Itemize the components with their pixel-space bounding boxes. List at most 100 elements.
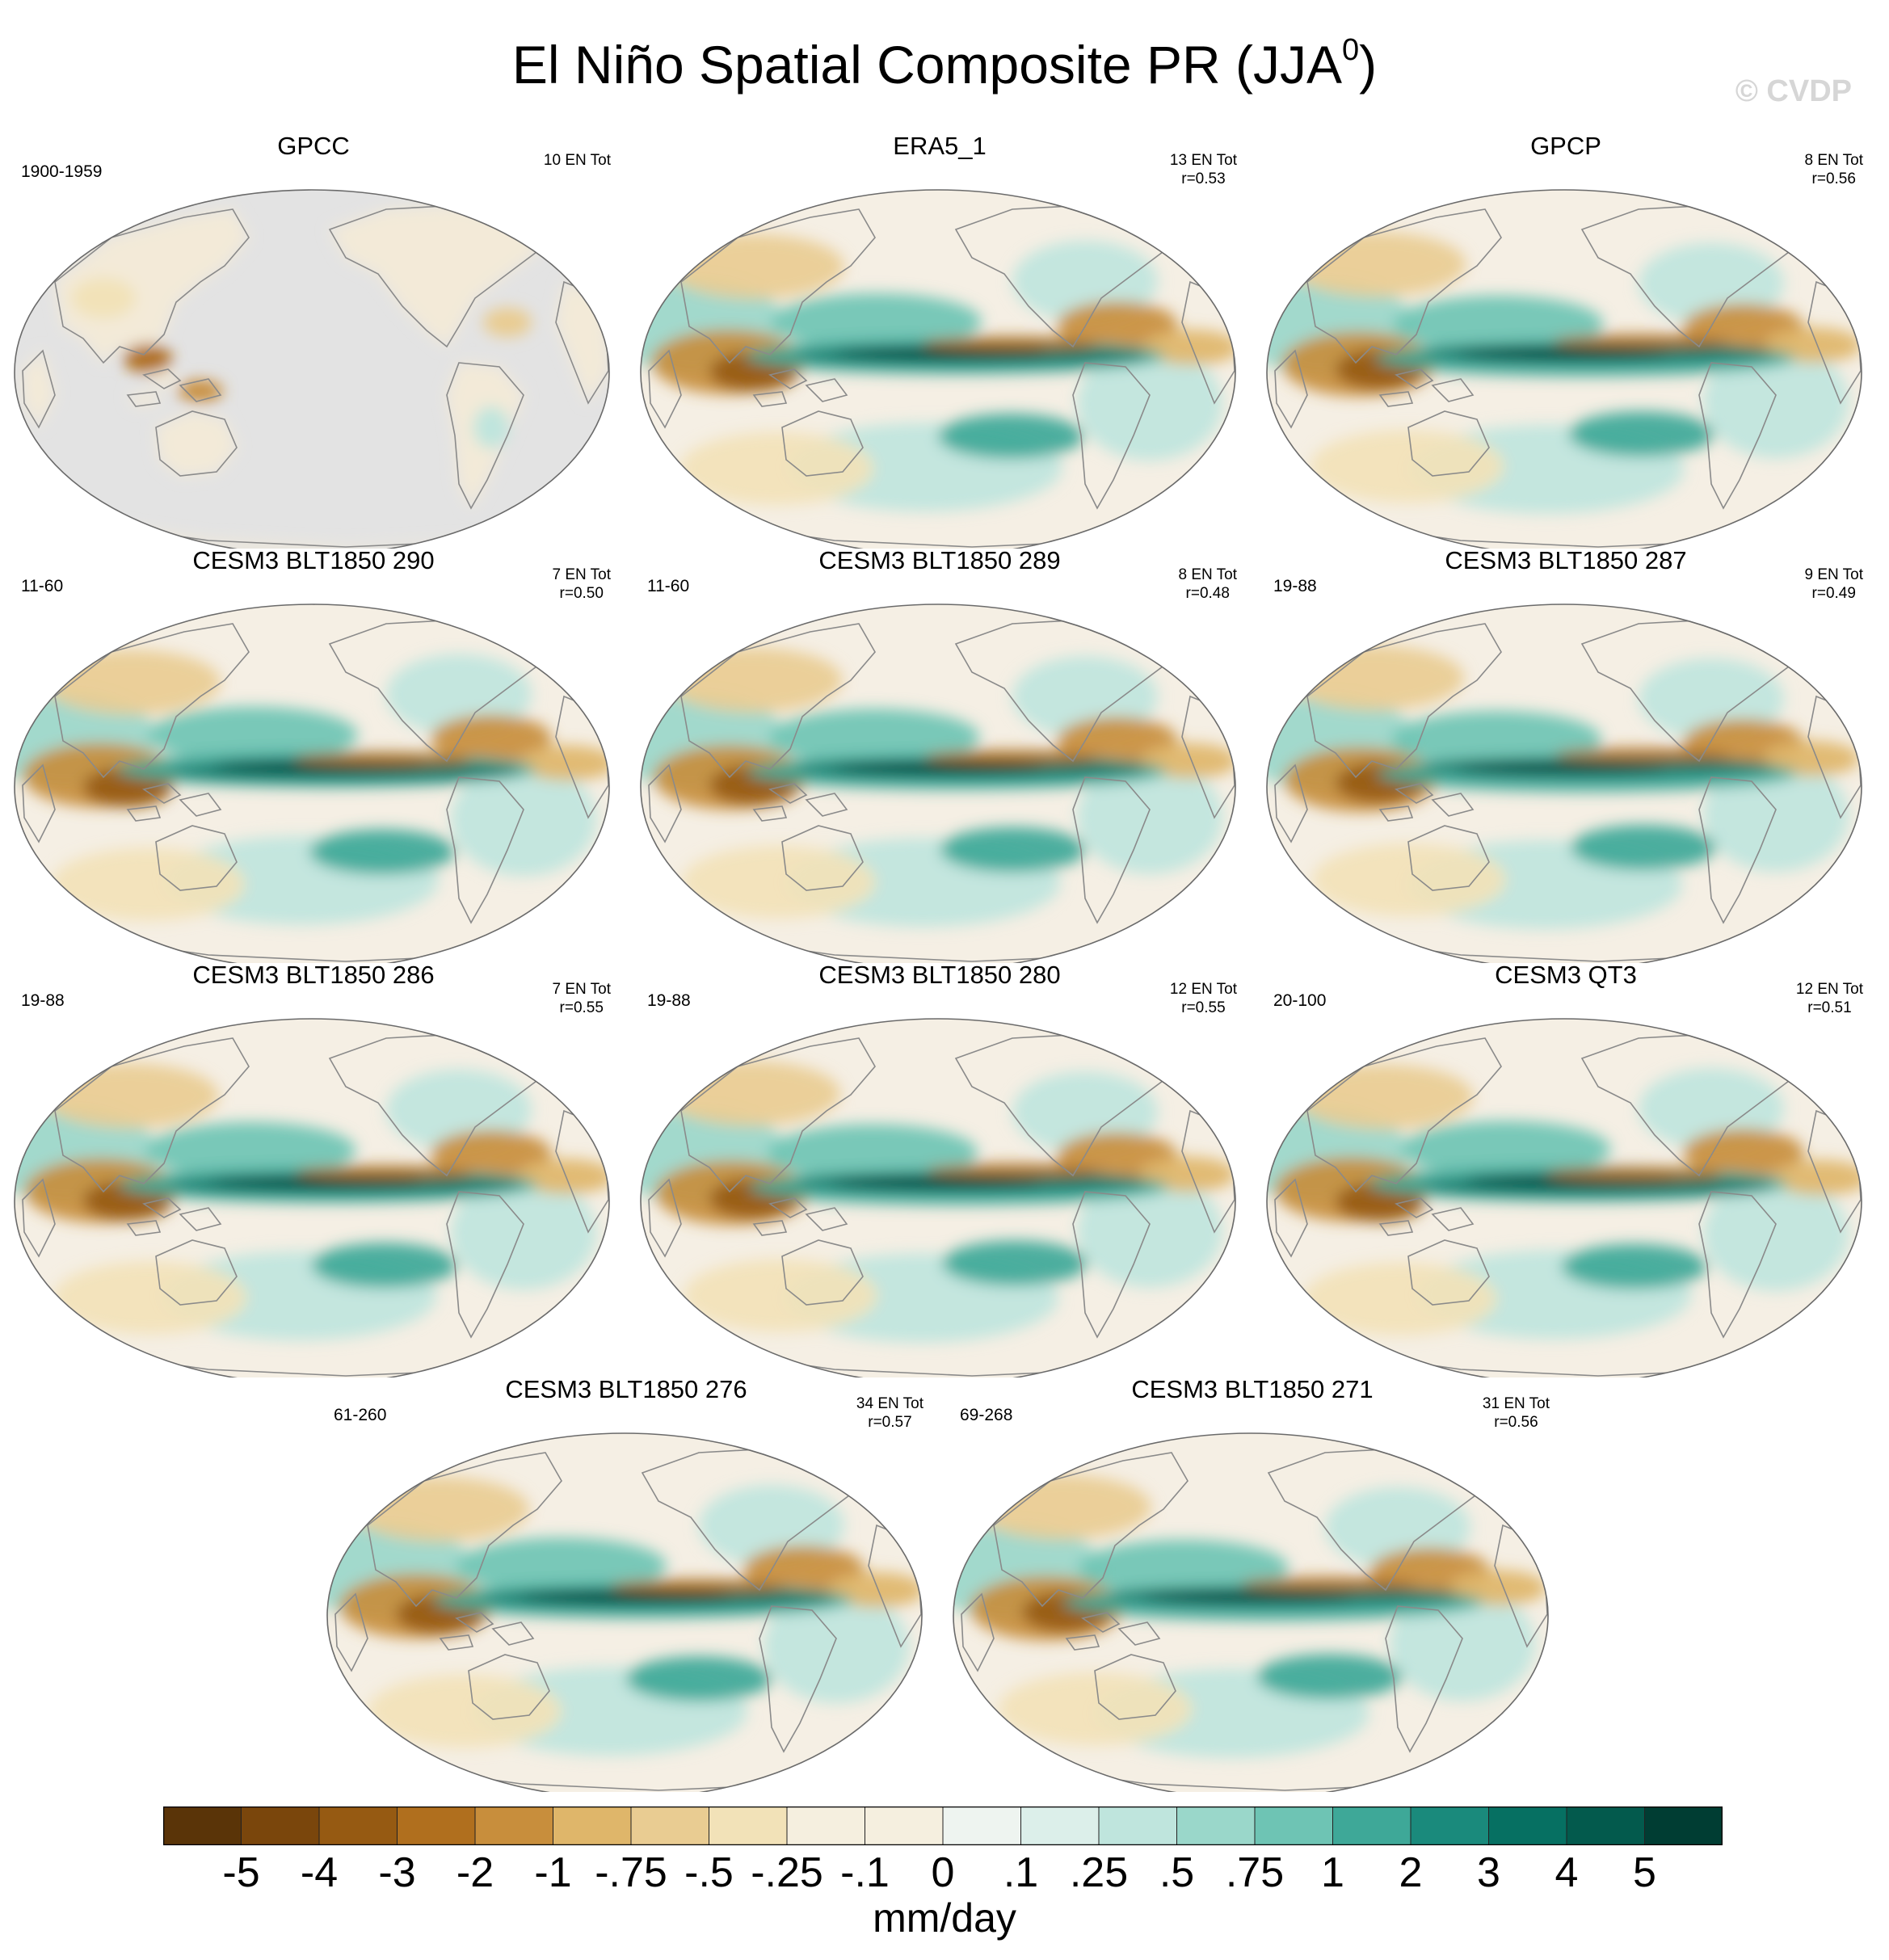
map-panel: GPCC 1900-1959 10 EN Tot: [6, 132, 621, 552]
panel-title: CESM3 BLT1850 290: [192, 546, 435, 574]
map-panel: ERA5_1 13 EN Tot r=0.53: [633, 132, 1247, 552]
colorbar-tick-label: -.5: [684, 1849, 734, 1896]
colorbar-tick-label: .1: [1003, 1849, 1039, 1896]
map-panel: CESM3 BLT1850 280 19-88 12 EN Tot r=0.55: [633, 961, 1247, 1381]
colorbar-box: [1176, 1806, 1256, 1845]
colorbar-box: [241, 1806, 320, 1845]
precip-anomaly-map: [326, 1432, 923, 1792]
colorbar-tick-label: 5: [1633, 1849, 1656, 1896]
colorbar-tick-label: -3: [378, 1849, 416, 1896]
precip-anomaly-map: [640, 1018, 1236, 1377]
pattern-correlation-label: r=0.51: [1807, 999, 1852, 1016]
colorbar-box: [318, 1806, 398, 1845]
colorbar-box: [786, 1806, 865, 1845]
map-panel: CESM3 BLT1850 289 11-60 8 EN Tot r=0.48: [633, 546, 1247, 966]
panel-stats-label: 12 EN Tot r=0.51: [1796, 980, 1863, 1017]
colorbar-tick-label: -5: [222, 1849, 260, 1896]
pattern-correlation-label: r=0.55: [559, 999, 604, 1016]
pattern-correlation-label: r=0.53: [1181, 170, 1226, 187]
colorbar-tick-label: -.75: [595, 1849, 667, 1896]
panel-stats-label: 7 EN Tot r=0.55: [552, 980, 611, 1017]
colorbar-box: [397, 1806, 476, 1845]
panel-title: CESM3 BLT1850 286: [192, 961, 435, 989]
event-count-label: 13 EN Tot: [1169, 152, 1237, 169]
panel-title: ERA5_1: [893, 132, 987, 160]
figure-title: El Niño Spatial Composite PR (JJA0): [511, 33, 1378, 95]
event-count-label: 7 EN Tot: [552, 981, 611, 998]
colorbar-box: [163, 1806, 242, 1845]
panel-years-label: 1900-1959: [21, 162, 103, 181]
event-count-label: 10 EN Tot: [543, 152, 611, 169]
panel-stats-label: 9 EN Tot r=0.49: [1804, 566, 1863, 603]
colorbar: [163, 1806, 1723, 1845]
panel-years-label: 19-88: [1273, 577, 1317, 595]
precip-anomaly-map: [640, 189, 1236, 549]
event-count-label: 9 EN Tot: [1804, 566, 1863, 583]
colorbar-tick-label: 1: [1321, 1849, 1344, 1896]
panel-stats-label: 7 EN Tot r=0.50: [552, 566, 611, 603]
map-panel: CESM3 BLT1850 286 19-88 7 EN Tot r=0.55: [6, 961, 621, 1381]
pattern-correlation-label: r=0.56: [1494, 1414, 1538, 1431]
precip-anomaly-map: [14, 1018, 610, 1377]
event-count-label: 31 EN Tot: [1482, 1395, 1550, 1412]
panel-title: CESM3 BLT1850 287: [1445, 546, 1687, 574]
pattern-correlation-label: r=0.49: [1811, 585, 1856, 602]
panel-stats-label: 34 EN Tot r=0.57: [856, 1394, 923, 1432]
pattern-correlation-label: r=0.56: [1811, 170, 1856, 187]
colorbar-box: [1410, 1806, 1489, 1845]
map-panel: CESM3 BLT1850 276 61-260 34 EN Tot r=0.57: [319, 1375, 933, 1795]
pattern-correlation-label: r=0.57: [868, 1414, 912, 1431]
panel-title: CESM3 BLT1850 271: [1131, 1375, 1374, 1403]
map-panel: CESM3 BLT1850 290 11-60 7 EN Tot r=0.50: [6, 546, 621, 966]
map-panel: CESM3 QT3 20-100 12 EN Tot r=0.51: [1259, 961, 1873, 1381]
precip-anomaly-map: [14, 604, 610, 963]
precip-anomaly-map: [14, 189, 610, 549]
panel-stats-label: 12 EN Tot r=0.55: [1170, 980, 1237, 1017]
colorbar-tick-label: 0: [931, 1849, 955, 1896]
colorbar-box: [1566, 1806, 1645, 1845]
panel-stats-label: 8 EN Tot r=0.48: [1178, 566, 1237, 603]
colorbar-tick-label: -2: [456, 1849, 494, 1896]
precip-anomaly-map: [953, 1432, 1549, 1792]
colorbar-tick-label: 4: [1555, 1849, 1579, 1896]
panel-title: CESM3 BLT1850 289: [818, 546, 1061, 574]
event-count-label: 12 EN Tot: [1169, 981, 1237, 998]
precip-anomaly-map: [640, 604, 1236, 963]
panel-stats-label: 31 EN Tot r=0.56: [1483, 1394, 1550, 1432]
colorbar-tick-label: -.1: [840, 1849, 890, 1896]
colorbar-box: [865, 1806, 944, 1845]
event-count-label: 7 EN Tot: [552, 566, 611, 583]
panel-years-label: 11-60: [21, 577, 64, 595]
precip-anomaly-map: [1266, 604, 1862, 963]
map-panel: GPCP 8 EN Tot r=0.56: [1259, 132, 1873, 552]
colorbar-box: [1020, 1806, 1100, 1845]
map-panel: CESM3 BLT1850 271 69-268 31 EN Tot r=0.56: [945, 1375, 1559, 1795]
event-count-label: 34 EN Tot: [856, 1395, 923, 1412]
colorbar-box: [553, 1806, 632, 1845]
panel-years-label: 19-88: [21, 991, 65, 1010]
colorbar-tick-label: .25: [1069, 1849, 1129, 1896]
panel-years-label: 11-60: [647, 577, 690, 595]
colorbar-box: [474, 1806, 553, 1845]
pattern-correlation-label: r=0.55: [1181, 999, 1226, 1016]
panel-title: GPCP: [1530, 132, 1601, 160]
copyright-watermark: © CVDP: [1735, 74, 1852, 108]
colorbar-box: [1254, 1806, 1333, 1845]
pattern-correlation-label: r=0.48: [1185, 585, 1230, 602]
pattern-correlation-label: r=0.50: [559, 585, 604, 602]
map-panel: CESM3 BLT1850 287 19-88 9 EN Tot r=0.49: [1259, 546, 1873, 966]
colorbar-tick-label: 2: [1399, 1849, 1423, 1896]
panel-years-label: 20-100: [1273, 991, 1327, 1010]
panel-stats-label: 13 EN Tot r=0.53: [1170, 151, 1237, 188]
colorbar-box: [942, 1806, 1021, 1845]
colorbar-tick-label: 3: [1477, 1849, 1500, 1896]
panel-years-label: 19-88: [647, 991, 691, 1010]
event-count-label: 12 EN Tot: [1795, 981, 1863, 998]
precip-anomaly-map: [1266, 189, 1862, 549]
panel-title: CESM3 BLT1850 276: [505, 1375, 747, 1403]
colorbar-tick-label: -1: [534, 1849, 572, 1896]
event-count-label: 8 EN Tot: [1804, 152, 1863, 169]
colorbar-tick-label: .5: [1159, 1849, 1195, 1896]
precip-anomaly-map: [1266, 1018, 1862, 1377]
colorbar-tick-label: .75: [1225, 1849, 1285, 1896]
